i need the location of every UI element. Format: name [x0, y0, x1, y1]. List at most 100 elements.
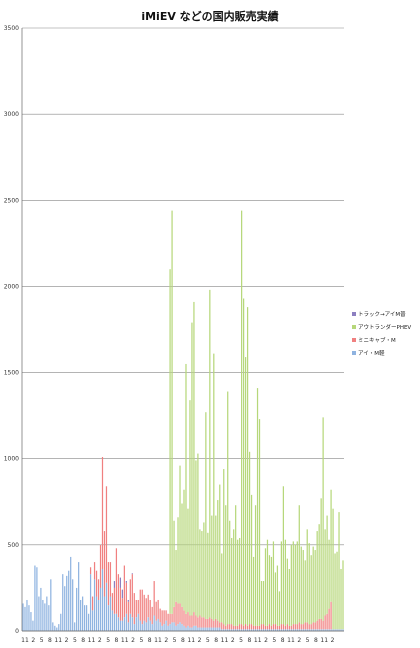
bar-segment: [89, 567, 92, 575]
bar-segment: [296, 541, 298, 625]
bar-segment: [262, 629, 265, 631]
bar-segment: [320, 618, 322, 630]
bar-segment: [233, 625, 235, 630]
bar-segment: [298, 629, 300, 631]
bar-segment: [157, 618, 159, 631]
bar-segment: [233, 629, 235, 631]
bar-segment: [171, 613, 173, 623]
bar-segment: [64, 586, 66, 631]
bar-segment: [306, 629, 308, 631]
bar-segment: [169, 269, 171, 614]
bar-segment: [286, 629, 288, 631]
x-tick-label: 2: [264, 637, 268, 644]
bar-segment: [197, 627, 199, 631]
bar-segment: [215, 515, 217, 619]
y-tick-label: 1500: [4, 370, 19, 377]
bar-segment: [131, 574, 133, 618]
bar-segment: [121, 620, 123, 631]
y-tick-label: 2500: [4, 197, 19, 204]
bar-segment: [193, 625, 195, 631]
bar-segment: [123, 617, 125, 631]
bar-segment: [66, 575, 68, 631]
bar-segment: [125, 581, 127, 583]
bar-segment: [185, 613, 187, 628]
bar-segment: [161, 625, 163, 631]
bar-segment: [302, 629, 304, 631]
bar-segment: [179, 465, 181, 604]
x-tick-label: 5: [272, 637, 276, 644]
bar-segment: [139, 620, 141, 631]
bar-segment: [286, 624, 288, 630]
bar-segment: [213, 627, 215, 631]
bar-segment: [286, 558, 288, 625]
bar-segment: [28, 605, 30, 631]
legend-entry: トラック→アイM普: [358, 310, 406, 318]
bar-segment: [215, 627, 217, 631]
y-axis: 0 500 1000 1500 2000 2500 3000 3500: [4, 25, 23, 635]
bar-segment: [322, 620, 324, 630]
bar-segment: [310, 555, 312, 625]
bar-segment: [268, 629, 271, 631]
bar-segment: [171, 622, 173, 631]
bar-segment: [306, 622, 308, 630]
bar-segment: [270, 556, 273, 626]
bar-segment: [207, 532, 209, 619]
bar-segment: [83, 605, 86, 631]
bar-segment: [175, 550, 177, 602]
bar-segment: [229, 629, 231, 631]
bar-segment: [256, 629, 259, 631]
y-tick-label: 3000: [4, 111, 19, 118]
bar-segment: [278, 629, 281, 631]
bar-segment: [50, 579, 52, 631]
bar-segment: [223, 629, 225, 631]
bar-segment: [266, 625, 269, 630]
bar-segment: [199, 627, 201, 631]
bar-segment: [266, 629, 269, 631]
x-tick-label: 8: [247, 637, 251, 644]
bar-segment: [322, 629, 324, 631]
bar-segment: [302, 550, 304, 625]
x-tick-label: 11: [187, 637, 195, 644]
bar-segment: [260, 629, 263, 631]
bar-segment: [137, 599, 139, 614]
bar-segment: [177, 624, 179, 631]
bar-segment: [227, 629, 229, 631]
bar-segment: [24, 606, 26, 631]
bar-segment: [62, 574, 64, 631]
bar-segment: [336, 551, 338, 630]
x-tick-label: 2: [198, 637, 202, 644]
y-tick-label: 2000: [4, 283, 19, 290]
bar-segment: [97, 599, 100, 631]
bar-segment: [151, 606, 153, 625]
bar-segment: [72, 579, 74, 631]
bar-segment: [187, 508, 189, 613]
bar-segment: [201, 627, 203, 631]
bar-segment: [211, 618, 213, 628]
bar-segment: [141, 624, 143, 631]
bar-segment: [217, 500, 219, 621]
bar-segment: [284, 539, 286, 626]
bar-segment: [209, 627, 211, 631]
bar-segment: [288, 625, 290, 630]
bar-segment: [280, 629, 282, 631]
bar-segment: [197, 453, 199, 618]
bar-segment: [68, 570, 70, 631]
bar-segment: [129, 579, 131, 614]
bar-segment: [181, 503, 183, 607]
bar-segment: [314, 629, 316, 631]
bar-segment: [125, 613, 127, 631]
bar-segment: [74, 622, 76, 631]
bar-segment: [332, 508, 334, 630]
bar-segment: [252, 629, 255, 631]
bar-segment: [268, 624, 271, 630]
bar-segment: [308, 543, 310, 625]
bar-segment: [260, 581, 263, 625]
bar-segment: [324, 629, 326, 631]
bar-segment: [221, 553, 223, 623]
bar-segment: [58, 624, 60, 631]
bar-segment: [268, 555, 271, 625]
bar-segment: [316, 531, 318, 621]
bar-segment: [107, 562, 110, 606]
bar-segment: [237, 625, 239, 630]
bar-segment: [284, 625, 286, 630]
